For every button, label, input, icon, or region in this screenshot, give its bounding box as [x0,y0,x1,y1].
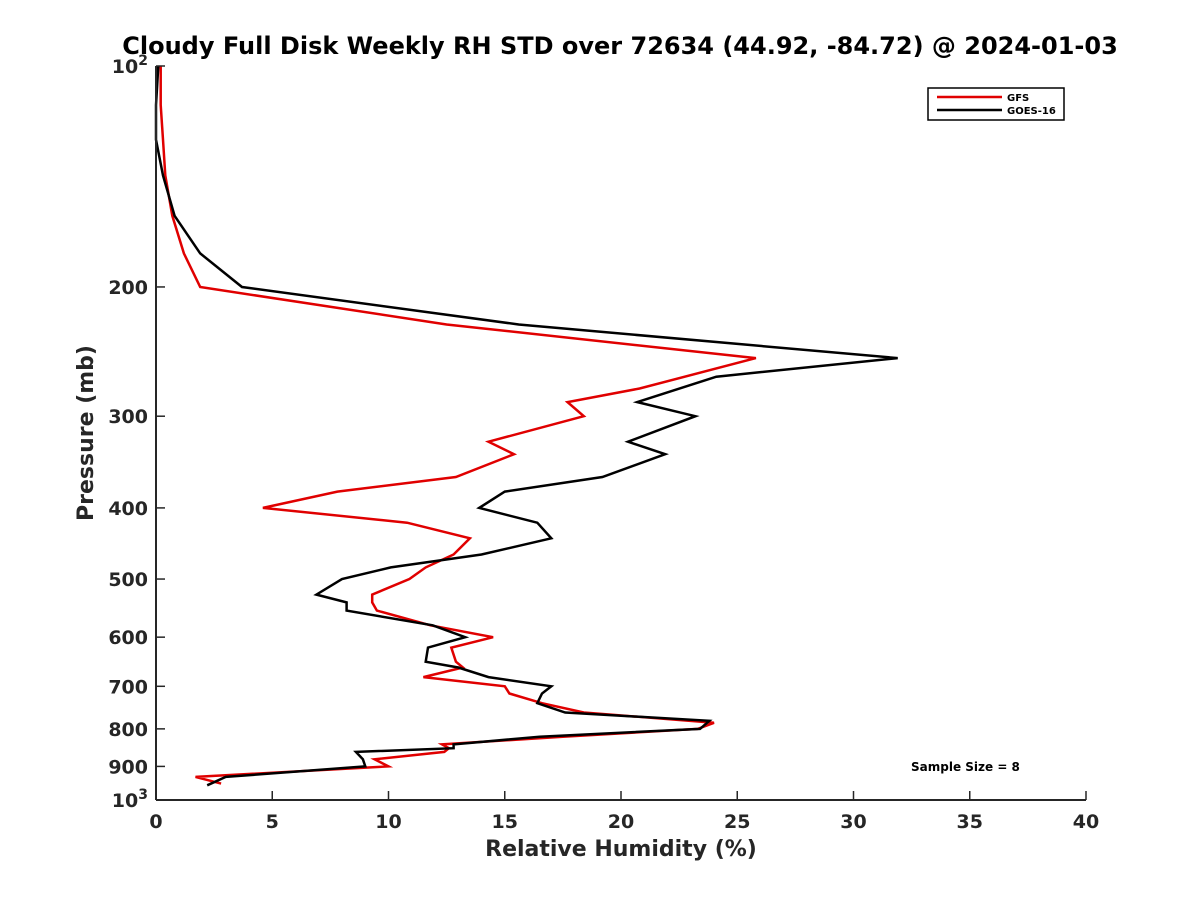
y-tick-label: 900 [108,756,148,778]
y-tick-label: 600 [108,627,148,649]
y-ticks: 102 200 300 400 500 600 700 800 900 103 [108,53,165,812]
chart-title: Cloudy Full Disk Weekly RH STD over 7263… [122,32,1118,60]
y-tick-label: 200 [108,277,148,299]
series-line-gfs [159,66,757,785]
legend-label-goes16: GOES-16 [1007,106,1056,117]
series-layer [154,65,898,787]
x-tick-label: 10 [375,811,401,833]
x-tick-label: 5 [266,811,279,833]
x-tick-label: 30 [840,811,866,833]
y-axis-label: Pressure (mb) [74,345,99,521]
x-tick-label: 15 [492,811,518,833]
plot-axes [155,66,1086,801]
y-tick-label: 103 [112,787,148,812]
y-tick-label: 500 [108,569,148,591]
x-tick-label: 20 [608,811,634,833]
y-tick-label: 400 [108,498,148,520]
x-tick-label: 0 [149,811,162,833]
y-tick-label: 102 [112,53,148,78]
legend-label-gfs: GFS [1007,93,1029,104]
y-tick-label: 300 [108,406,148,428]
x-tick-label: 40 [1073,811,1099,833]
x-tick-label: 35 [957,811,983,833]
legend-box [927,87,1065,121]
x-tick-label: 25 [724,811,750,833]
y-tick-label: 700 [108,676,148,698]
series-line-goes16 [154,65,898,787]
y-tick-label: 800 [108,719,148,741]
x-axis-label: Relative Humidity (%) [485,837,757,862]
x-ticks: 0 5 10 15 20 25 30 35 40 [149,791,1099,833]
legend: GFS GOES-16 [927,87,1065,121]
sample-size-annotation: Sample Size = 8 [911,760,1020,774]
